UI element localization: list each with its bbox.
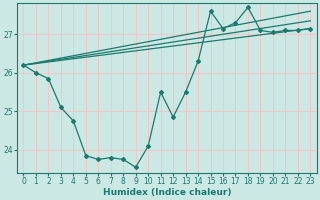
X-axis label: Humidex (Indice chaleur): Humidex (Indice chaleur): [103, 188, 231, 197]
